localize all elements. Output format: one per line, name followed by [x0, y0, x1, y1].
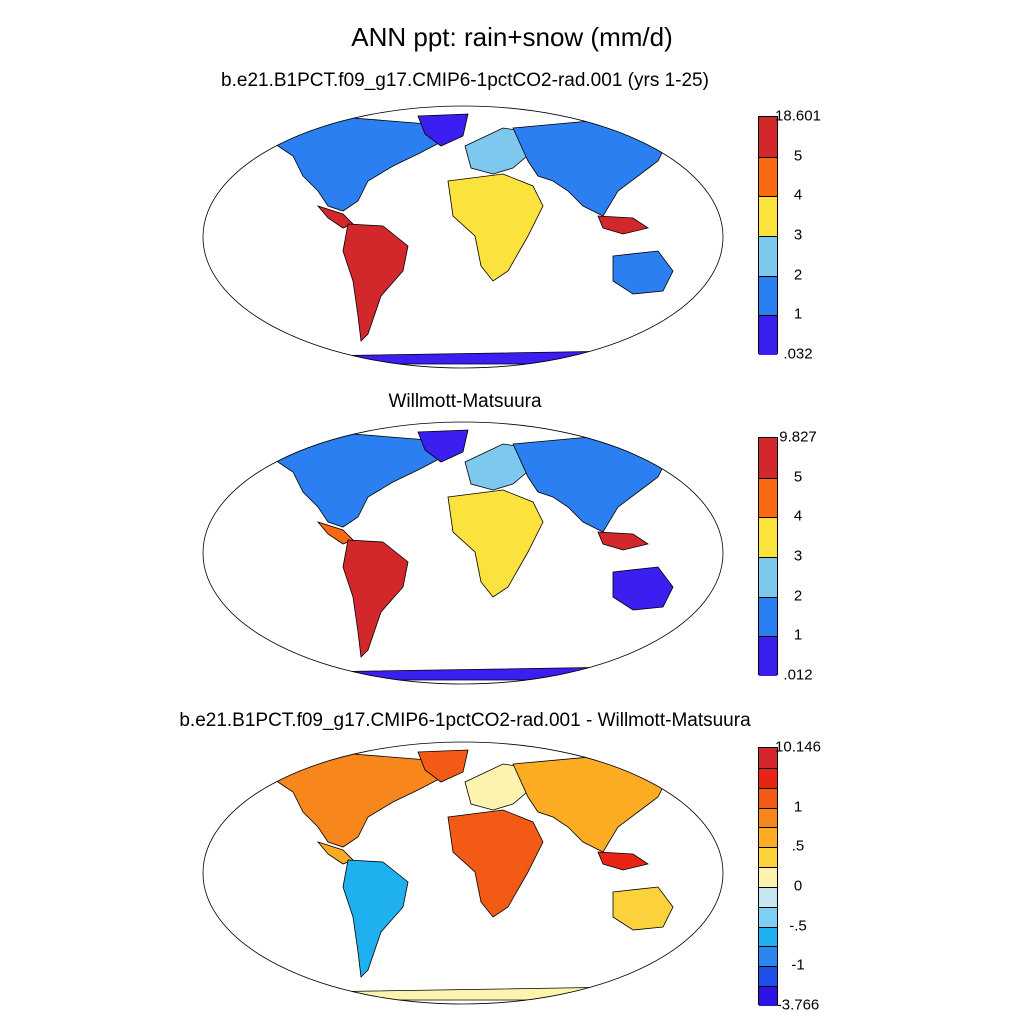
colorbar-swatch: [759, 986, 777, 1006]
land-region-an: [297, 666, 640, 681]
colorbar-label: -.5: [789, 917, 807, 935]
land-region-gl: [417, 113, 469, 147]
colorbar-swatch: [759, 275, 777, 316]
land-region-an: [297, 350, 640, 365]
colorbar-label: 0: [793, 877, 803, 895]
colorbar-label: 2: [793, 587, 803, 605]
map-border: [202, 105, 724, 369]
land-region-af: [447, 173, 544, 282]
colorbar-swatch: [759, 315, 777, 355]
panel-3-title: b.e21.B1PCT.f09_g17.CMIP6-1pctCO2-rad.00…: [179, 710, 751, 731]
colorbar-swatch: [759, 636, 777, 676]
colorbar-label: 4: [793, 186, 803, 204]
main-title: ANN ppt: rain+snow (mm/d): [351, 22, 673, 52]
land-region-na: [272, 433, 444, 528]
colorbar-swatch: [759, 477, 777, 518]
land-region-an: [297, 986, 640, 1001]
colorbar-label: -1: [791, 956, 805, 974]
land-region-au: [612, 886, 674, 931]
land-region-af: [447, 489, 544, 598]
panel-3-map: [202, 741, 724, 1005]
land-region-gl: [417, 429, 469, 463]
colorbar-label: 5: [793, 468, 803, 486]
colorbar-swatch: [759, 438, 777, 478]
colorbar-label: -3.766: [776, 996, 820, 1014]
colorbar-label: 1: [793, 798, 803, 816]
land-region-au: [612, 250, 674, 295]
colorbar-swatch: [759, 748, 777, 768]
map-border: [202, 741, 724, 1005]
colorbar-swatch: [759, 196, 777, 236]
land-region-id: [597, 215, 649, 235]
colorbar-label: 3: [793, 226, 803, 244]
colorbar-swatch: [759, 767, 777, 788]
colorbar-swatch: [759, 556, 777, 597]
colorbar-label: .032: [783, 345, 813, 363]
colorbar-swatch: [759, 117, 777, 157]
land-region-id: [597, 531, 649, 551]
panel-1-colorbar: [758, 116, 778, 355]
land-region-af: [447, 809, 544, 918]
panel-2-colorbar: [758, 437, 778, 676]
colorbar-label: 4: [793, 507, 803, 525]
land-region-na: [272, 753, 444, 848]
colorbar-swatch: [759, 517, 777, 557]
colorbar-swatch: [759, 847, 777, 868]
land-region-gl: [417, 749, 469, 783]
colorbar-swatch: [759, 787, 777, 808]
land-region-sa: [342, 223, 409, 342]
map-border: [202, 421, 724, 685]
land-region-id: [597, 851, 649, 871]
colorbar-label: .5: [791, 837, 805, 855]
colorbar-swatch: [759, 906, 777, 927]
colorbar-label: .012: [783, 666, 813, 684]
land-region-au: [612, 566, 674, 611]
colorbar-label: 9.827: [779, 428, 817, 446]
colorbar-swatch: [759, 156, 777, 197]
panel-2-map: [202, 421, 724, 685]
colorbar-label: 5: [793, 147, 803, 165]
colorbar-label: 3: [793, 547, 803, 565]
colorbar-label: 1: [793, 626, 803, 644]
colorbar-swatch: [759, 827, 777, 848]
land-region-sa: [342, 539, 409, 658]
colorbar-swatch: [759, 966, 777, 987]
land-region-sa: [342, 859, 409, 978]
colorbar-swatch: [759, 596, 777, 637]
colorbar-swatch: [759, 926, 777, 947]
colorbar-label: 2: [793, 266, 803, 284]
colorbar-label: 18.601: [775, 107, 821, 125]
colorbar-swatch: [759, 946, 777, 967]
colorbar-swatch: [759, 807, 777, 828]
colorbar-swatch: [759, 886, 777, 907]
land-region-na: [272, 117, 444, 212]
colorbar-swatch: [759, 867, 777, 887]
panel-1-map: [202, 105, 724, 369]
colorbar-swatch: [759, 235, 777, 276]
panel-1-title: b.e21.B1PCT.f09_g17.CMIP6-1pctCO2-rad.00…: [221, 70, 709, 91]
panel-2-title: Willmott-Matsuura: [388, 391, 542, 412]
colorbar-label: 10.146: [775, 738, 821, 756]
panel-3-colorbar: [758, 747, 778, 1006]
colorbar-label: 1: [793, 305, 803, 323]
